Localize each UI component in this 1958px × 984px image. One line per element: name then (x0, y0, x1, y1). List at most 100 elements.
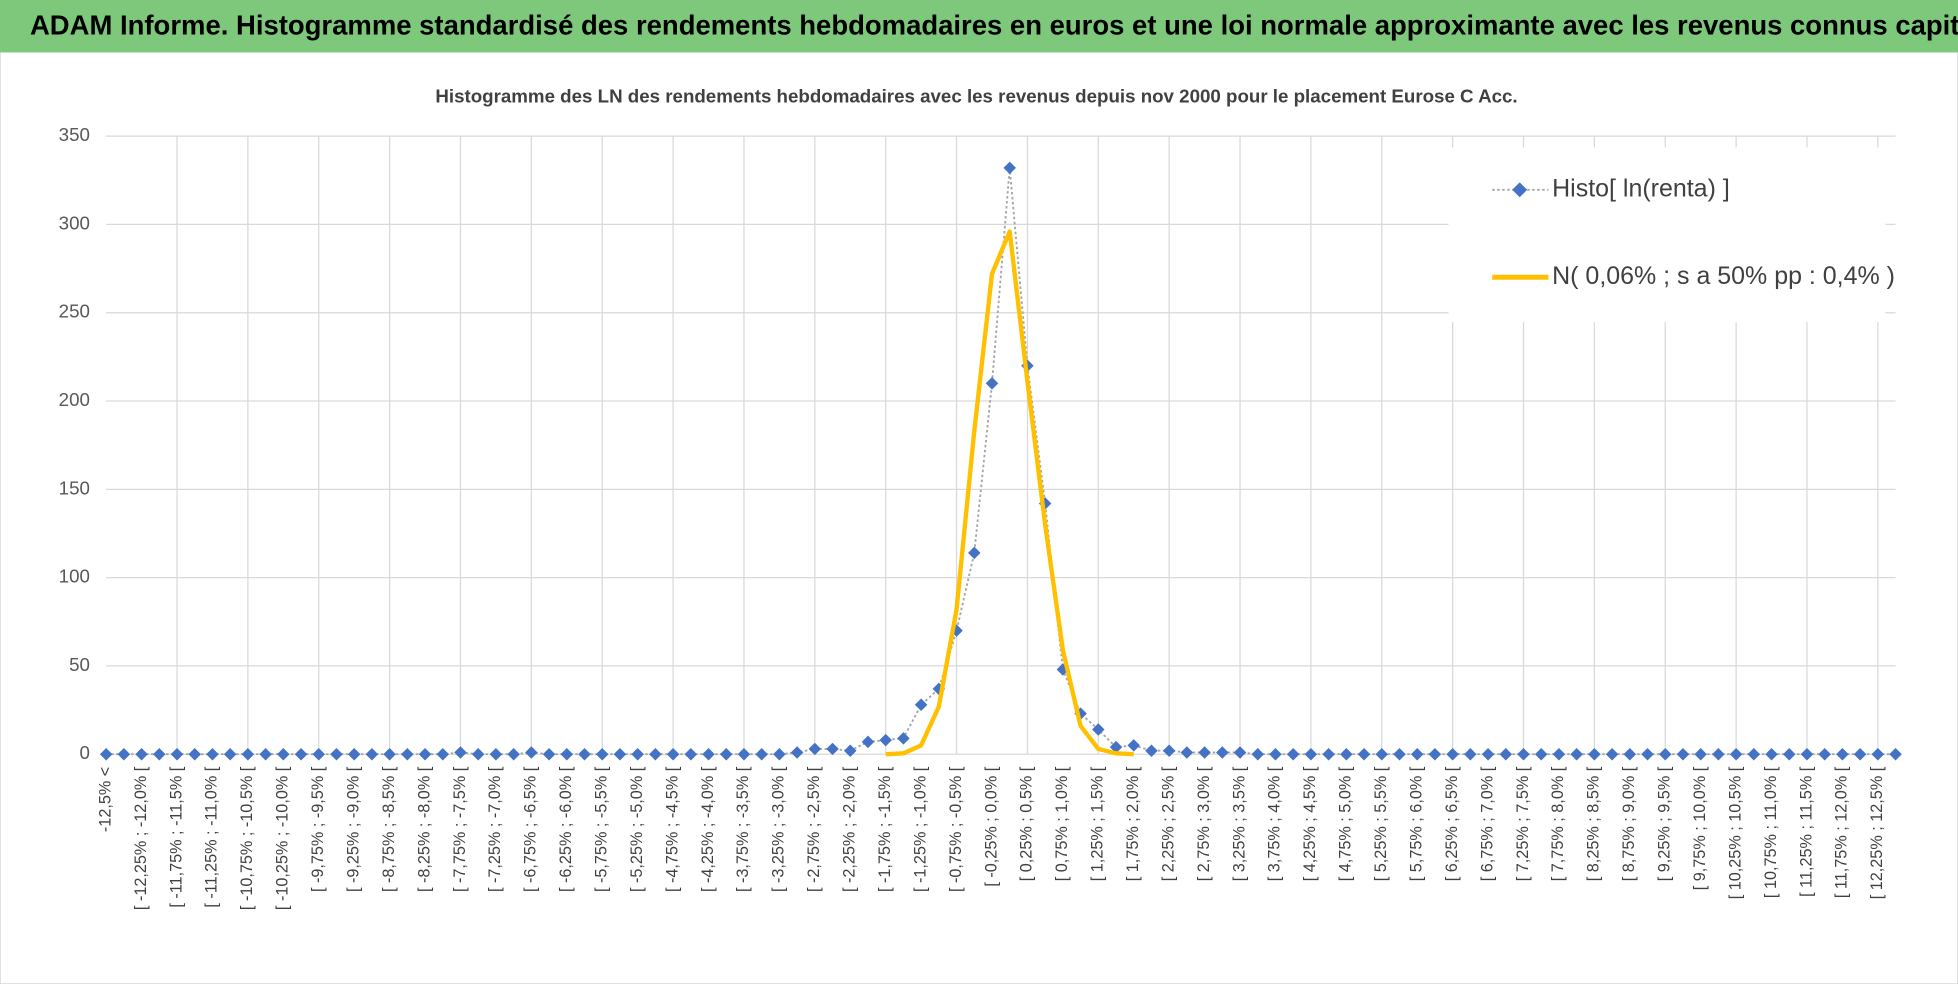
histo-marker (1216, 746, 1229, 759)
histo-marker (844, 744, 857, 757)
x-tick-label: [ -9,75% ; -9,5% [ (309, 766, 327, 892)
x-tick-label: [ 5,25% ; 5,5% [ (1372, 766, 1390, 881)
x-tick-label: -12,5% < (96, 767, 114, 832)
histo-marker (117, 747, 131, 761)
y-tick-label: 250 (59, 301, 90, 322)
histo-marker (560, 747, 574, 761)
y-tick-label: 0 (79, 742, 89, 763)
x-tick-label: [ 10,25% ; 10,5% [ (1726, 766, 1744, 899)
x-tick-label: [ -0,25% ; 0,0% [ (982, 766, 1000, 886)
y-tick-label: 50 (69, 654, 90, 675)
histo-marker (294, 747, 308, 761)
histo-marker (1641, 747, 1654, 761)
x-tick-label: [ 3,75% ; 4,0% [ (1266, 766, 1284, 881)
x-tick-label: [ -11,25% ; -11,0% [ (203, 766, 221, 907)
histo-marker (1552, 747, 1566, 761)
x-tick-label: [ -2,75% ; -2,5% [ (805, 766, 823, 892)
x-tick-label: [ -9,25% ; -9,0% [ (344, 766, 362, 892)
histo-marker (1853, 747, 1867, 761)
x-tick-label: [ -8,25% ; -8,0% [ (415, 766, 433, 892)
histo-marker (1836, 747, 1849, 761)
histo-marker (1729, 747, 1743, 761)
histo-marker (418, 747, 432, 761)
x-tick-label: [ 1,75% ; 2,0% [ (1124, 766, 1142, 881)
x-tick-label: [ 11,25% ; 11,5% [ (1797, 766, 1815, 897)
histo-marker (1357, 747, 1371, 761)
x-tick-label: [ -10,25% ; -10,0% [ (274, 766, 292, 910)
histo-marker (1286, 747, 1300, 761)
normal-line (885, 229, 1134, 757)
x-tick-label: [ -7,75% ; -7,5% [ (451, 766, 469, 892)
histo-marker (1127, 739, 1140, 752)
x-tick-label: [ 12,25% ; 12,5% [ (1868, 766, 1886, 899)
histo-marker (1481, 747, 1495, 761)
histo-marker (826, 742, 839, 756)
x-tick-label: [ -7,25% ; -7,0% [ (486, 766, 504, 892)
x-tick-label: [ 8,75% ; 9,0% [ (1620, 766, 1638, 881)
histo-marker (454, 746, 467, 759)
x-tick-label: [ 7,25% ; 7,5% [ (1514, 766, 1532, 881)
histo-marker (206, 747, 219, 761)
histo-marker (1517, 747, 1530, 761)
histo-marker (1747, 747, 1761, 761)
histo-marker (1162, 744, 1176, 757)
histo-marker (897, 732, 910, 745)
histo-marker (542, 747, 556, 761)
histo-marker (1340, 747, 1353, 761)
x-tick-label: [ 9,25% ; 9,5% [ (1656, 766, 1674, 881)
x-tick-label: [ -1,75% ; -1,5% [ (876, 766, 894, 892)
histo-marker (1304, 747, 1318, 761)
x-tick-label: [ 4,25% ; 4,5% [ (1301, 766, 1319, 881)
histo-marker (277, 747, 290, 761)
histo-marker (1145, 744, 1158, 757)
banner-bg (0, 0, 1958, 53)
legend-bg (1448, 147, 1886, 323)
y-tick-label: 150 (59, 477, 90, 498)
histo-marker (631, 747, 644, 761)
histo-marker (1712, 747, 1725, 761)
x-tick-label: [ 5,75% ; 6,0% [ (1407, 766, 1425, 881)
histo-marker (1269, 747, 1282, 761)
histo-marker (1818, 747, 1831, 761)
legend-label: N( 0,06% ; s a 50% pp : 0,4% ) (1552, 262, 1895, 290)
x-tick-label: [ -2,25% ; -2,0% [ (841, 766, 859, 892)
x-tick-label: [ -5,75% ; -5,5% [ (593, 766, 611, 892)
x-tick-label: [ 2,25% ; 2,5% [ (1159, 766, 1177, 881)
histo-marker (489, 747, 503, 761)
histo-marker (471, 747, 485, 761)
y-tick-label: 200 (59, 389, 90, 410)
x-tick-label: [ -3,25% ; -3,0% [ (770, 766, 788, 892)
histo-marker (1871, 747, 1885, 761)
histo-marker (595, 747, 609, 761)
histo-marker (755, 747, 768, 761)
histo-marker (666, 747, 680, 761)
histo-marker (1889, 747, 1902, 761)
histo-marker (790, 746, 804, 759)
legend-label: Histo[ ln(renta) ] (1552, 174, 1730, 202)
histo-marker (1765, 747, 1778, 761)
x-tick-label: [ 7,75% ; 8,0% [ (1549, 766, 1567, 881)
x-tick-label: [ -11,75% ; -11,5% [ (167, 766, 185, 907)
histo-marker (401, 747, 414, 761)
histo-marker (170, 747, 184, 761)
histo-marker (99, 747, 113, 761)
x-tick-label: [ -5,25% ; -5,0% [ (628, 766, 646, 892)
histo-marker (1499, 747, 1513, 761)
x-tick-label: [ -6,75% ; -6,5% [ (522, 766, 540, 892)
x-tick-label: [ -12,25% ; -12,0% [ (132, 766, 150, 910)
x-tick-label: [ 2,75% ; 3,0% [ (1195, 766, 1213, 881)
x-tick-label: [ -0,75% ; -0,5% [ (947, 766, 965, 892)
x-tick-label: [ 0,25% ; 0,5% [ (1018, 766, 1036, 881)
x-tick-label: [ 8,25% ; 8,5% [ (1585, 766, 1603, 881)
histo-marker (1446, 747, 1459, 761)
chart-title: Histogramme des LN des rendements hebdom… (435, 85, 1517, 106)
histo-marker (1251, 747, 1264, 761)
histo-marker (808, 742, 822, 756)
y-tick-label: 100 (59, 566, 90, 587)
histo-marker (1092, 723, 1105, 736)
histo-marker (1464, 747, 1477, 761)
histo-marker (1375, 747, 1389, 761)
histo-marker (259, 747, 272, 761)
y-tick-label: 300 (59, 212, 90, 233)
